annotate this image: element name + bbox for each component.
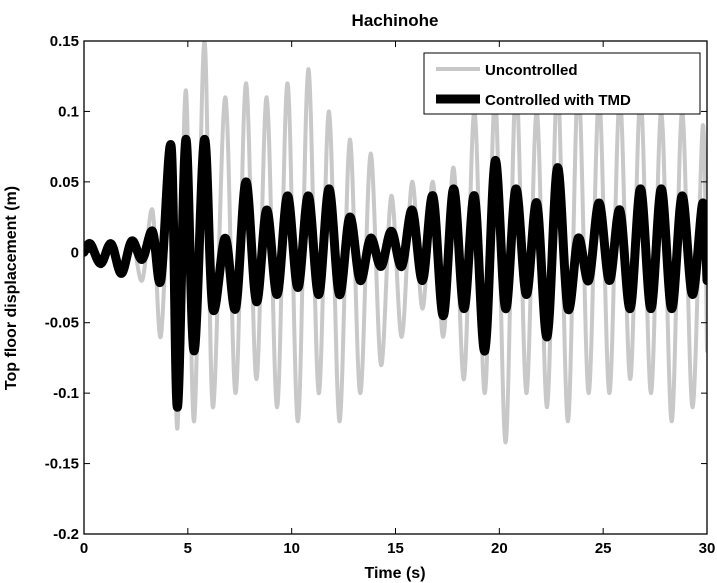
y-tick-label: 0.15 [50,33,79,50]
y-tick-label: -0.05 [45,315,79,332]
series-line-controlled [84,135,707,412]
ticks-layer: 0 5 10 15 20 25 30 -0.2 -0.15 -0.1 -0.05 0 0.05 0.1 0.… [45,33,716,557]
x-tick-label: 0 [80,540,88,557]
x-tick-label: 30 [699,540,716,557]
chart-title: Hachinohe [352,11,439,30]
legend: Uncontrolled Controlled with TMD [423,52,701,115]
y-tick-label: 0.1 [58,103,79,120]
y-tick-label: 0.05 [50,174,79,191]
x-tick-label: 10 [283,540,300,557]
x-axis-title: Time (s) [364,565,425,582]
legend-label-controlled: Controlled with TMD [485,92,631,109]
y-tick-label: -0.2 [53,526,79,543]
y-tick-label: 0 [71,244,79,261]
y-tick-label: -0.1 [53,385,79,402]
x-tick-label: 15 [387,540,404,557]
x-tick-label: 20 [491,540,508,557]
x-tick-label: 5 [184,540,192,557]
legend-box [423,52,701,115]
x-tick-label: 25 [595,540,612,557]
y-tick-label: -0.15 [45,456,79,473]
legend-label-uncontrolled: Uncontrolled [485,62,578,79]
y-axis-title: Top floor displacement (m) [3,186,20,390]
